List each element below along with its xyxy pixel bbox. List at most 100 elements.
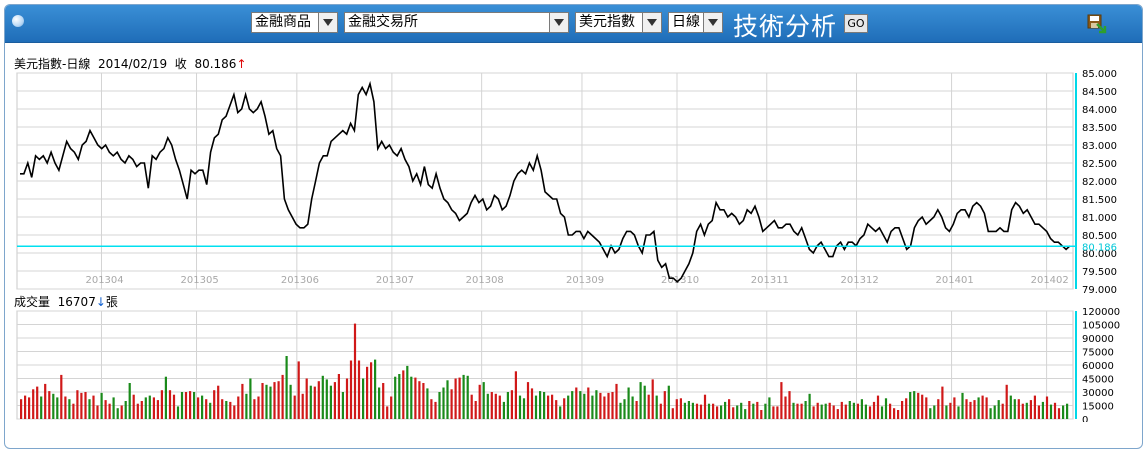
volume-bar bbox=[1033, 395, 1036, 419]
volume-bar bbox=[969, 401, 972, 419]
volume-bar bbox=[579, 391, 582, 419]
volume-bar bbox=[792, 402, 795, 419]
volume-bar bbox=[398, 374, 401, 419]
up-arrow-icon: ↑ bbox=[236, 57, 247, 71]
volume-bar bbox=[370, 362, 373, 419]
volume-bar bbox=[402, 370, 405, 419]
y-tick-label: 85.000 bbox=[1082, 69, 1117, 80]
volume-bar bbox=[249, 378, 252, 419]
chevron-down-icon[interactable] bbox=[318, 13, 337, 32]
volume-bar bbox=[945, 405, 948, 419]
volume-bar bbox=[297, 361, 300, 419]
symbol-select-value: 美元指數 bbox=[579, 14, 635, 30]
volume-chart: 120000 105000 90000 75000 60000 45000 30000 150… bbox=[16, 308, 1120, 422]
volume-bar bbox=[607, 392, 610, 419]
volume-bar bbox=[48, 391, 51, 419]
volume-bar bbox=[52, 393, 55, 419]
volume-bar bbox=[965, 399, 968, 419]
volume-bar bbox=[740, 402, 743, 419]
volume-bar bbox=[390, 396, 393, 419]
volume-bar bbox=[40, 396, 43, 419]
volume-bar bbox=[921, 394, 924, 419]
x-tick-label: 201305 bbox=[181, 275, 219, 286]
volume-bar bbox=[901, 401, 904, 419]
current-value-label: 80.186 bbox=[1082, 242, 1117, 253]
volume-bar bbox=[933, 405, 936, 419]
volume-bar bbox=[374, 359, 377, 419]
volume-bar bbox=[663, 391, 666, 419]
volume-bar bbox=[329, 385, 332, 419]
volume-bar bbox=[868, 406, 872, 419]
chevron-down-icon[interactable] bbox=[549, 13, 568, 32]
volume-bar bbox=[643, 385, 646, 419]
y-tick-label: 84.500 bbox=[1082, 87, 1117, 98]
volume-bar bbox=[1057, 408, 1061, 419]
x-tick-label: 201311 bbox=[751, 275, 789, 286]
y-tick-label: 79.000 bbox=[1082, 285, 1117, 293]
volume-bar bbox=[205, 399, 208, 419]
volume-bar bbox=[635, 401, 638, 419]
volume-bar bbox=[575, 387, 578, 419]
volume-bar bbox=[172, 394, 176, 419]
volume-bar bbox=[981, 395, 984, 419]
volume-bar bbox=[1066, 403, 1069, 419]
volume-bar bbox=[832, 405, 835, 419]
volume-unit: 張 bbox=[105, 295, 118, 309]
volume-bar bbox=[961, 392, 964, 419]
volume-bar bbox=[1017, 399, 1020, 419]
volume-bar bbox=[28, 397, 31, 419]
volume-bar bbox=[498, 395, 501, 419]
volume-bar bbox=[836, 409, 839, 419]
volume-bar bbox=[844, 404, 847, 419]
volume-bar bbox=[876, 395, 880, 419]
volume-bar bbox=[446, 380, 449, 419]
series-name: 美元指數-日線 bbox=[14, 57, 91, 71]
volume-bar bbox=[241, 383, 244, 419]
volume-bar bbox=[132, 394, 135, 419]
volume-bar bbox=[96, 405, 99, 419]
volume-bar bbox=[808, 393, 811, 419]
volume-bar bbox=[687, 401, 690, 419]
window-dot-icon bbox=[12, 15, 24, 27]
go-button[interactable]: GO bbox=[844, 14, 868, 33]
volume-bar bbox=[748, 401, 751, 419]
volume-bar bbox=[953, 397, 956, 419]
chevron-down-icon[interactable] bbox=[703, 13, 722, 32]
volume-bar bbox=[176, 406, 180, 419]
volume-bar bbox=[949, 402, 952, 419]
volume-bar bbox=[534, 395, 538, 419]
volume-bar bbox=[462, 374, 465, 419]
save-icon[interactable] bbox=[1087, 14, 1107, 34]
volume-bar bbox=[189, 391, 192, 419]
category-select[interactable]: 金融商品 bbox=[251, 12, 338, 33]
volume-bar bbox=[184, 392, 188, 419]
volume-bar bbox=[76, 390, 79, 419]
volume-bar bbox=[482, 382, 485, 419]
volume-bar bbox=[864, 404, 867, 419]
chevron-down-icon[interactable] bbox=[642, 13, 661, 32]
price-chart: 85.000 84.500 84.000 83.500 83.000 82.500 82.0… bbox=[16, 69, 1117, 293]
symbol-select[interactable]: 美元指數 bbox=[575, 12, 662, 33]
y-tick-label: 81.500 bbox=[1082, 195, 1117, 206]
volume-bar bbox=[905, 398, 908, 419]
volume-bar bbox=[848, 401, 851, 419]
volume-bar bbox=[229, 401, 232, 419]
volume-bar bbox=[478, 384, 481, 419]
volume-bar bbox=[269, 386, 272, 419]
volume-bar bbox=[703, 394, 707, 419]
volume-bar bbox=[724, 401, 727, 419]
volume-bar bbox=[909, 392, 912, 419]
volume-bar bbox=[530, 388, 534, 419]
volume-bar bbox=[860, 399, 863, 419]
volume-bar bbox=[386, 406, 389, 419]
exchange-select[interactable]: 金融交易所 bbox=[344, 12, 569, 33]
volume-bar bbox=[985, 397, 988, 419]
volume-bar bbox=[382, 383, 385, 419]
volume-bar bbox=[301, 393, 304, 419]
volume-bar bbox=[68, 399, 71, 419]
volume-bar bbox=[812, 406, 815, 419]
volume-bar bbox=[993, 405, 996, 419]
volume-bar bbox=[732, 407, 735, 419]
volume-bar bbox=[317, 381, 320, 419]
period-select[interactable]: 日線 bbox=[668, 12, 723, 33]
